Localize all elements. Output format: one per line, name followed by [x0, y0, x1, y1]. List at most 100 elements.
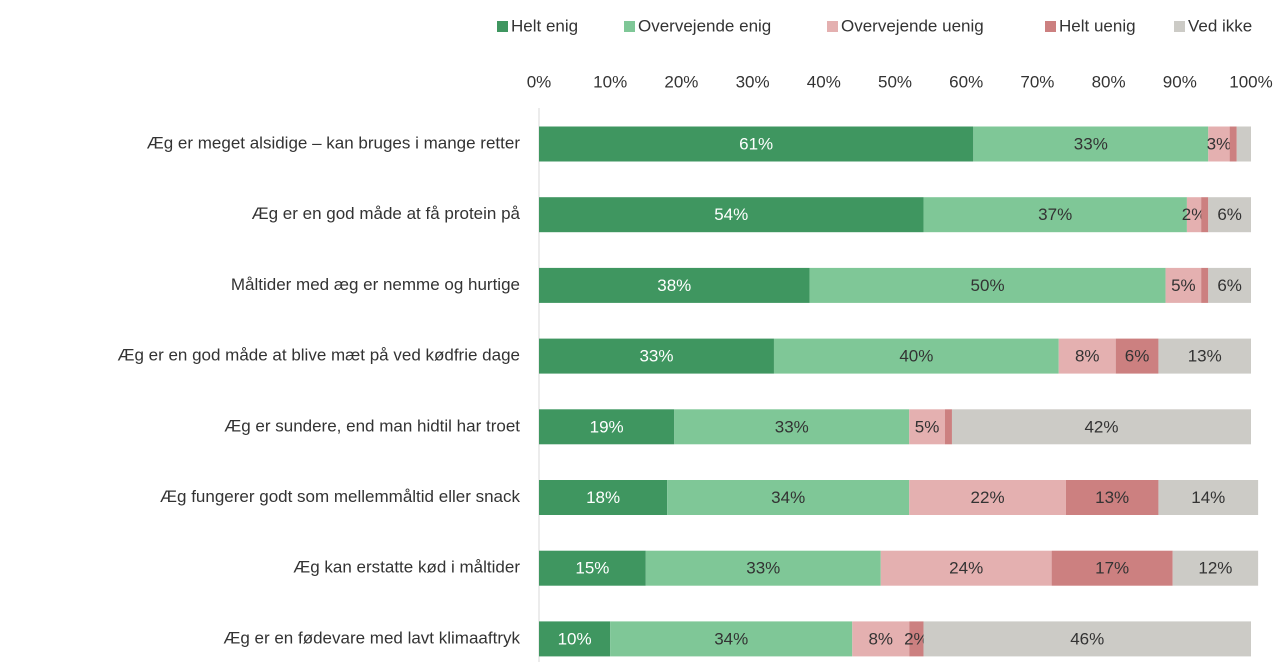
- data-label: 50%: [971, 276, 1005, 295]
- bar-segment: [539, 621, 611, 657]
- data-label: 34%: [771, 488, 805, 507]
- bar-segment: [667, 480, 910, 515]
- bar-segment: [1172, 550, 1259, 586]
- bar-segment: [973, 126, 1209, 162]
- data-label: 2%: [904, 629, 929, 648]
- data-label: 42%: [1084, 417, 1118, 436]
- bar-segment: [674, 409, 910, 445]
- legend-swatch: [827, 21, 838, 32]
- data-label: 17%: [1095, 559, 1129, 578]
- bar-segment: [809, 267, 1166, 303]
- bar-segment: [1065, 480, 1159, 515]
- data-label: 22%: [971, 488, 1005, 507]
- x-tick-label: 50%: [878, 72, 912, 91]
- category-label: Æg er en fødevare med lavt klimaaftryk: [223, 628, 520, 647]
- x-tick-label: 80%: [1092, 72, 1126, 91]
- data-label: 34%: [714, 629, 748, 648]
- bar-segment: [645, 550, 881, 586]
- bar-segment: [852, 621, 910, 657]
- legend-swatch: [624, 21, 635, 32]
- data-label: 33%: [746, 559, 780, 578]
- data-label: 5%: [915, 417, 940, 436]
- bar-segment: [923, 621, 1251, 657]
- x-tick-label: 0%: [527, 72, 552, 91]
- data-label: 33%: [775, 417, 809, 436]
- data-label: 54%: [714, 205, 748, 224]
- bar-segment: [539, 550, 646, 586]
- legend-swatch: [1174, 21, 1185, 32]
- bar-segment: [539, 338, 774, 374]
- data-label: 61%: [739, 134, 773, 153]
- data-label: 19%: [590, 417, 624, 436]
- bar-segment: [1236, 126, 1251, 162]
- legend-label: Helt enig: [511, 16, 578, 35]
- data-label: 33%: [639, 347, 673, 366]
- data-label: 15%: [575, 559, 609, 578]
- bar-segment: [1186, 197, 1202, 233]
- x-tick-label: 10%: [593, 72, 627, 91]
- legend-label: Ved ikke: [1188, 16, 1252, 35]
- bar-segment: [1208, 126, 1230, 162]
- bar-segment: [539, 126, 974, 162]
- bar-segment: [610, 621, 853, 657]
- data-label: 6%: [1217, 205, 1242, 224]
- bar-segment: [951, 409, 1251, 445]
- bar-segment: [923, 197, 1187, 233]
- data-label: 18%: [586, 488, 620, 507]
- x-tick-label: 30%: [736, 72, 770, 91]
- data-label: 13%: [1188, 347, 1222, 366]
- data-label: 6%: [1125, 347, 1150, 366]
- bar-segment: [1115, 338, 1159, 374]
- data-label: 24%: [949, 559, 983, 578]
- bar-segment: [539, 480, 668, 515]
- bar-segment: [944, 409, 952, 445]
- bar-segment: [773, 338, 1059, 374]
- data-label: 5%: [1171, 276, 1196, 295]
- bar-segment: [909, 621, 924, 657]
- x-tick-label: 100%: [1229, 72, 1272, 91]
- category-label: Æg er en god måde at blive mæt på ved kø…: [117, 346, 520, 365]
- bar-segment: [1201, 267, 1209, 303]
- legend-label: Helt uenig: [1059, 16, 1136, 35]
- data-label: 46%: [1070, 629, 1104, 648]
- x-tick-label: 90%: [1163, 72, 1197, 91]
- category-label: Æg kan erstatte kød i måltider: [293, 558, 520, 577]
- x-tick-label: 20%: [664, 72, 698, 91]
- data-label: 33%: [1074, 134, 1108, 153]
- legend-swatch: [497, 21, 508, 32]
- bar-segment: [1158, 480, 1259, 515]
- bar-segment: [1208, 267, 1251, 303]
- data-label: 40%: [899, 347, 933, 366]
- bar-segment: [1058, 338, 1116, 374]
- bar-segment: [909, 409, 945, 445]
- data-label: 10%: [558, 629, 592, 648]
- bar-segment: [1165, 267, 1202, 303]
- x-tick-label: 70%: [1020, 72, 1054, 91]
- data-label: 6%: [1217, 276, 1242, 295]
- legend-label: Overvejende uenig: [841, 16, 984, 35]
- data-label: 38%: [657, 276, 691, 295]
- data-label: 13%: [1095, 488, 1129, 507]
- category-label: Æg er sundere, end man hidtil har troet: [224, 416, 520, 435]
- bar-segment: [1229, 126, 1237, 162]
- bar-segment: [1201, 197, 1209, 233]
- bar-segment: [1208, 197, 1251, 233]
- bar-segment: [880, 550, 1052, 586]
- category-label: Æg er meget alsidige – kan bruges i mang…: [147, 133, 521, 152]
- data-label: 8%: [1075, 347, 1100, 366]
- x-tick-label: 60%: [949, 72, 983, 91]
- category-label: Æg er en god måde at få protein på: [252, 204, 521, 223]
- data-label: 14%: [1191, 488, 1225, 507]
- category-label: Måltider med æg er nemme og hurtige: [231, 275, 520, 294]
- bar-segment: [539, 409, 675, 445]
- bar-segment: [539, 197, 924, 233]
- category-label: Æg fungerer godt som mellemmåltid eller …: [160, 487, 520, 506]
- data-label: 2%: [1182, 205, 1207, 224]
- data-label: 12%: [1198, 559, 1232, 578]
- bar-segment: [909, 480, 1066, 515]
- data-label: 3%: [1207, 134, 1232, 153]
- bar-segment: [1158, 338, 1251, 374]
- x-tick-label: 40%: [807, 72, 841, 91]
- legend-label: Overvejende enig: [638, 16, 771, 35]
